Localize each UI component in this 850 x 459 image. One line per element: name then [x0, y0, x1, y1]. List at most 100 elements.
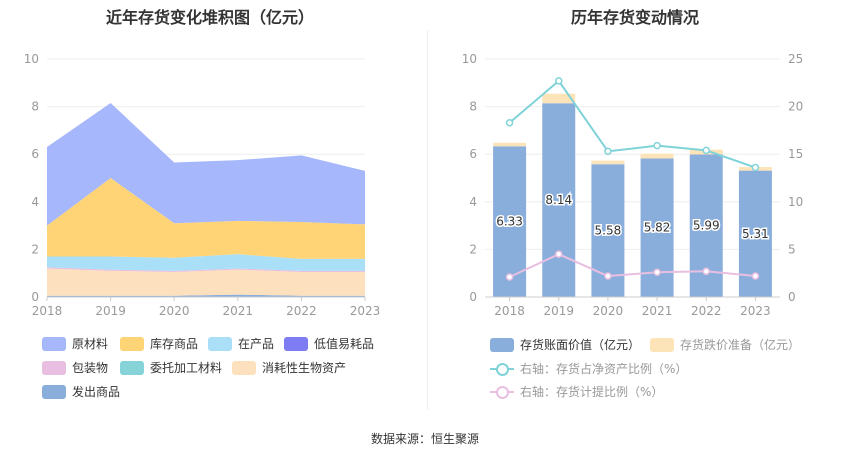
line-point — [653, 141, 661, 150]
bar-data-label: 6.33 — [496, 215, 523, 229]
legend-item-impairment[interactable]: 存货跌价准备（亿元） — [650, 336, 800, 353]
bar-data-label: 5.99 — [693, 219, 720, 233]
line-point — [604, 272, 612, 280]
legend-item-finished-goods[interactable]: 库存商品 — [120, 335, 198, 352]
legend-swatch — [650, 337, 674, 352]
bar-data-label: 8.14 — [545, 193, 572, 207]
x-tick-label: 2018 — [32, 304, 63, 318]
y2-tick-label: 10 — [788, 195, 803, 209]
legend-label: 存货跌价准备（亿元） — [680, 338, 801, 352]
legend-swatch — [490, 337, 514, 352]
area-消耗性生物资产 — [47, 268, 365, 296]
bar-impairment — [640, 153, 674, 159]
legend-label: 在产品 — [238, 337, 275, 351]
line-point — [555, 250, 563, 258]
legend-item-book-value[interactable]: 存货账面价值（亿元） — [490, 336, 640, 353]
legend-item-consigned[interactable]: 委托加工材料 — [120, 359, 222, 376]
y-tick-label: 4 — [469, 195, 477, 209]
x-tick-label: 2022 — [691, 304, 722, 318]
legend-label: 存货账面价值（亿元） — [520, 338, 641, 352]
legend-swatch — [120, 360, 144, 375]
chart-divider — [427, 30, 428, 410]
legend-line-marker — [490, 385, 514, 399]
y-tick-label: 8 — [31, 100, 39, 114]
y-tick-label: 6 — [31, 147, 39, 161]
line-point — [653, 268, 661, 276]
y-tick-label: 8 — [469, 100, 477, 114]
area-在产品 — [47, 254, 365, 271]
legend-swatch — [232, 360, 256, 375]
x-tick-label: 2021 — [223, 304, 254, 318]
x-tick-label: 2021 — [642, 304, 673, 318]
legend-line-marker — [490, 362, 514, 376]
y2-tick-label: 15 — [788, 147, 803, 161]
legend-item-goods-shipped[interactable]: 发出商品 — [42, 383, 120, 400]
line-point — [604, 147, 612, 156]
y2-tick-label: 25 — [788, 52, 803, 66]
left-chart-title: 近年存货变化堆积图（亿元） — [105, 8, 314, 27]
y-tick-label: 6 — [469, 147, 477, 161]
legend-item-raw-material[interactable]: 原材料 — [42, 335, 108, 352]
y-tick-label: 0 — [31, 290, 39, 304]
x-tick-label: 2023 — [350, 304, 381, 318]
area-发出商品 — [47, 294, 365, 297]
line-net-asset-ratio — [508, 79, 756, 169]
line-point — [751, 272, 760, 280]
line-point — [505, 119, 514, 127]
line-point — [751, 163, 760, 172]
x-tick-label: 2020 — [159, 304, 190, 318]
y-tick-label: 0 — [469, 290, 477, 304]
bar-data-label: 5.58 — [595, 224, 622, 238]
legend-item-provision-ratio[interactable]: 右轴：存货计提比例（%） — [490, 383, 663, 400]
line-point — [505, 273, 514, 281]
legend-item-net-asset-ratio[interactable]: 右轴：存货占净资产比例（%） — [490, 360, 687, 377]
legend-label: 消耗性生物资产 — [262, 361, 347, 375]
line-point — [555, 77, 563, 85]
y2-tick-label: 0 — [788, 290, 796, 304]
data-source-footer: 数据来源：恒生聚源 — [370, 432, 479, 446]
x-tick-label: 2022 — [286, 304, 317, 318]
line-point — [702, 267, 710, 276]
legend-label: 包装物 — [72, 361, 109, 375]
bar-data-label: 5.82 — [644, 221, 671, 235]
bar-impairment — [591, 160, 625, 165]
legend-label: 库存商品 — [150, 337, 199, 351]
y2-tick-label: 5 — [788, 242, 796, 256]
x-tick-label: 2023 — [740, 304, 771, 318]
legend-swatch — [120, 336, 144, 351]
legend-label: 右轴：存货占净资产比例（%） — [520, 362, 688, 376]
legend-swatch — [208, 336, 232, 351]
legend-label: 发出商品 — [72, 385, 121, 399]
legend-label: 委托加工材料 — [150, 361, 223, 375]
legend-item-wip[interactable]: 在产品 — [208, 335, 274, 352]
y-tick-label: 10 — [462, 52, 477, 66]
legend-swatch — [284, 336, 308, 351]
legend-item-consumables[interactable]: 低值易耗品 — [284, 335, 374, 352]
legend-swatch — [42, 384, 66, 399]
y-tick-label: 2 — [31, 242, 39, 256]
bar-book-value — [542, 103, 576, 297]
bar-impairment — [542, 93, 576, 104]
area-原材料 — [47, 103, 365, 226]
bar-data-label: 5.31 — [742, 227, 769, 241]
legend-item-biological[interactable]: 消耗性生物资产 — [232, 359, 346, 376]
y2-tick-label: 20 — [788, 100, 803, 114]
y-tick-label: 10 — [24, 52, 39, 66]
legend-label: 右轴：存货计提比例（%） — [520, 385, 664, 399]
x-tick-label: 2019 — [95, 304, 126, 318]
legend-swatch — [42, 336, 66, 351]
area-库存商品 — [47, 178, 365, 259]
legend-label: 原材料 — [72, 337, 109, 351]
x-tick-label: 2020 — [593, 304, 624, 318]
line-provision-ratio — [509, 253, 756, 278]
legend-item-packaging[interactable]: 包装物 — [42, 359, 108, 376]
legend-label: 低值易耗品 — [314, 337, 375, 351]
right-chart-title: 历年存货变动情况 — [570, 8, 699, 27]
legend-swatch — [42, 360, 66, 375]
y-tick-label: 4 — [31, 195, 39, 209]
line-point — [702, 146, 710, 155]
bar-impairment — [493, 142, 527, 147]
x-tick-label: 2019 — [543, 304, 574, 318]
